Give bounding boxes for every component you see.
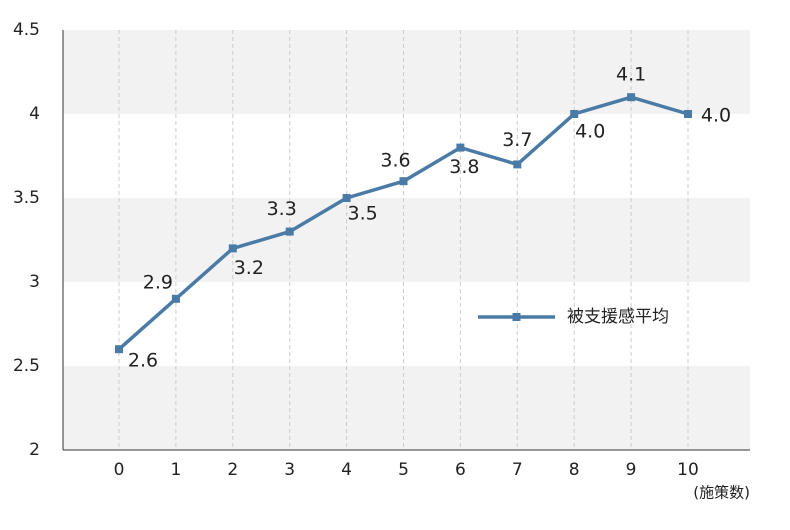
value-label: 2.9 <box>143 271 173 293</box>
x-tick-label: 4 <box>341 460 352 480</box>
value-label: 3.3 <box>267 198 297 220</box>
marker <box>570 110 579 118</box>
marker <box>171 294 180 303</box>
x-tick-label: 6 <box>455 460 466 480</box>
value-label: 4.0 <box>701 105 731 127</box>
value-label: 3.2 <box>234 257 264 279</box>
y-tick-label: 3.5 <box>13 188 40 208</box>
x-tick-label: 1 <box>170 460 181 480</box>
value-label: 3.5 <box>347 203 377 225</box>
x-tick-label: 9 <box>626 460 637 480</box>
marker <box>684 110 692 118</box>
x-tick-label: 3 <box>284 460 295 480</box>
x-axis-label: (施策数) <box>693 484 750 502</box>
y-tick-label: 4.5 <box>13 20 40 40</box>
marker <box>228 244 237 253</box>
marker <box>627 93 636 102</box>
marker <box>456 143 465 152</box>
marker <box>342 194 351 202</box>
x-tick-label: 10 <box>677 460 699 480</box>
x-tick-label: 2 <box>227 460 238 480</box>
x-tick-label: 8 <box>569 460 580 480</box>
marker <box>285 227 294 236</box>
y-tick-label: 2 <box>29 440 40 460</box>
x-tick-label: 0 <box>114 460 125 480</box>
band <box>63 198 750 282</box>
y-tick-label: 4 <box>29 104 40 124</box>
value-label: 4.1 <box>616 64 646 86</box>
band <box>63 366 750 450</box>
y-tick-label: 2.5 <box>13 356 40 376</box>
value-label: 4.0 <box>575 121 605 143</box>
marker <box>399 177 408 186</box>
marker <box>115 345 123 354</box>
y-tick-label: 3 <box>29 272 40 292</box>
value-label: 3.6 <box>380 150 410 172</box>
value-label: 3.7 <box>502 129 532 151</box>
legend-marker <box>512 313 521 321</box>
legend-label: 被支援感平均 <box>567 307 669 327</box>
marker <box>513 160 522 169</box>
value-label: 3.8 <box>449 156 479 178</box>
x-tick-label: 5 <box>398 460 409 480</box>
value-label: 2.6 <box>128 350 158 372</box>
x-tick-label: 7 <box>512 460 523 480</box>
